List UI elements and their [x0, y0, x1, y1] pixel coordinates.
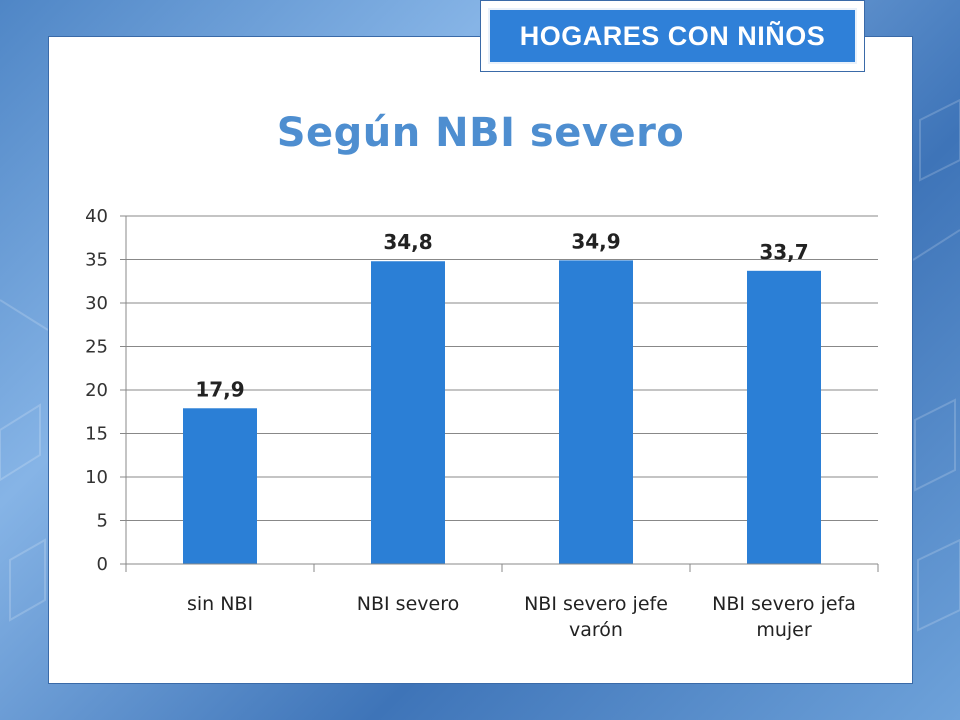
- y-tick-label: 25: [85, 337, 108, 358]
- x-category-label: NBI severo jefe: [524, 593, 668, 615]
- header-badge: HOGARES CON NIÑOS: [480, 0, 865, 72]
- header-badge-fill: HOGARES CON NIÑOS: [488, 8, 857, 64]
- y-tick-label: 20: [85, 380, 108, 401]
- bar: [747, 270, 821, 564]
- y-tick-label: 40: [85, 206, 108, 227]
- y-tick-label: 30: [85, 293, 108, 314]
- x-category-label: NBI severo jefa: [712, 593, 856, 615]
- labels: 0 5 10 15 20 25 30 35 40 17,9 sin NBI 34,8 NBI sever…: [85, 206, 856, 641]
- bar: [559, 260, 633, 564]
- data-label: 17,9: [195, 377, 244, 401]
- x-category-label: varón: [569, 619, 623, 641]
- x-category-label: sin NBI: [187, 593, 253, 615]
- data-label: 34,9: [571, 229, 620, 253]
- data-label: 34,8: [383, 230, 432, 254]
- chart-title: Según NBI severo: [276, 110, 685, 156]
- bar: [183, 408, 257, 564]
- axes: [120, 215, 879, 572]
- bar: [371, 261, 445, 564]
- x-category-label: mujer: [756, 619, 812, 641]
- header-badge-text: HOGARES CON NIÑOS: [519, 20, 826, 51]
- data-label: 33,7: [759, 240, 808, 264]
- y-tick-label: 35: [85, 250, 108, 271]
- x-category-label: NBI severo: [357, 593, 459, 615]
- y-tick-label: 0: [97, 554, 108, 575]
- y-tick-label: 5: [97, 511, 108, 532]
- bars: [183, 260, 821, 564]
- y-tick-label: 15: [85, 424, 108, 445]
- y-tick-label: 10: [85, 467, 108, 488]
